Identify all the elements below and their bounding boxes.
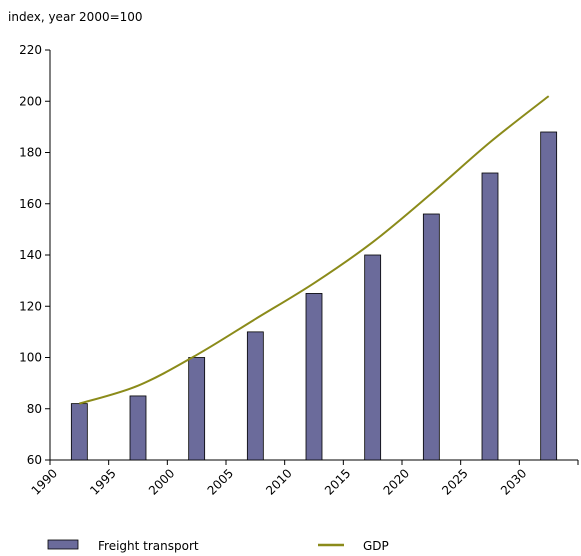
y-tick-label: 220 [19, 43, 42, 57]
y-tick-label: 100 [19, 351, 42, 365]
x-tick-label: 2025 [439, 466, 470, 497]
bar [305, 293, 323, 461]
y-tick-label: 160 [19, 197, 42, 211]
bar [246, 331, 264, 461]
bar [70, 403, 88, 461]
bar [422, 213, 440, 461]
y-tick-label: 200 [19, 94, 42, 108]
bar [481, 172, 499, 461]
x-tick-label: 2030 [498, 466, 529, 497]
bar [188, 357, 206, 461]
y-tick-label: 140 [19, 248, 42, 262]
y-tick-label: 180 [19, 146, 42, 160]
legend: Freight transport GDP [47, 539, 389, 553]
y-tick-label: 120 [19, 299, 42, 313]
x-tick-label: 2015 [322, 466, 353, 497]
x-tick-label: 2000 [146, 466, 177, 497]
y-tick-label: 60 [27, 453, 42, 467]
y-tick-label: 80 [27, 402, 42, 416]
x-tick-label: 1990 [29, 466, 60, 497]
bar [129, 395, 147, 461]
x-tick-label: 1995 [87, 466, 118, 497]
x-tick-label: 2005 [205, 466, 236, 497]
y-axis-unit-label: index, year 2000=100 [8, 10, 143, 24]
y-axis: 60 80 100 120 140 160 180 200 220 [19, 43, 51, 467]
bar-series [70, 131, 558, 461]
legend-label-gdp: GDP [363, 539, 389, 553]
x-tick-label: 2020 [381, 466, 412, 497]
x-tick-label: 2010 [263, 466, 294, 497]
x-axis: 1990 1995 2000 2005 2010 2015 2020 2025 2030 [29, 459, 579, 498]
gdp-line [79, 95, 550, 405]
bar [364, 254, 382, 461]
legend-label-freight-transport: Freight transport [98, 539, 199, 553]
line-series [79, 95, 550, 405]
bar [540, 131, 558, 461]
legend-swatch-freight-transport [47, 539, 79, 550]
